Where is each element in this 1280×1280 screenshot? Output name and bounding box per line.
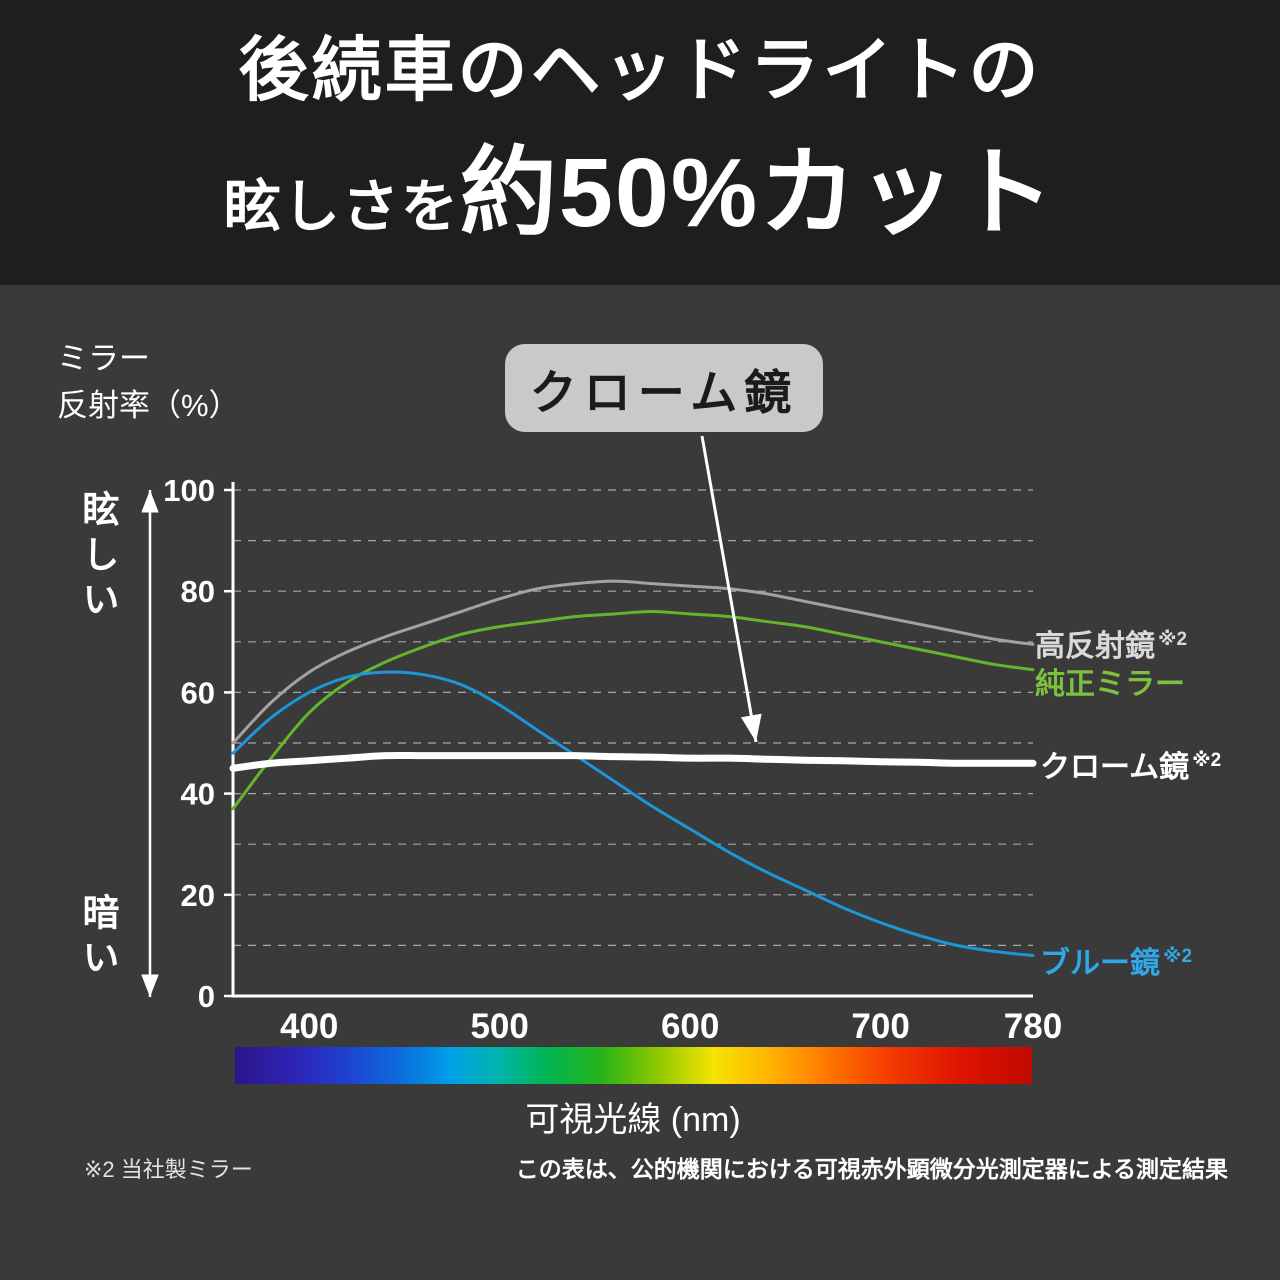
series-label-note: ※2 [1163,946,1193,967]
y-axis-title-line2: 反射率（%） [57,387,240,423]
y-axis-title: ミラー 反射率（%） [57,336,240,429]
series-label-blue-mirror: ブルー鏡 ※2 [1040,938,1192,982]
y-axis-title-line1: ミラー [57,341,150,376]
y-tick-label: 80 [181,574,215,609]
footnote-right: この表は、公的機関における可視赤外顕微分光測定器による測定結果 [515,1156,1228,1182]
y-tick-label: 0 [198,979,215,1014]
y-tick-label: 100 [163,473,215,508]
series-line-0 [231,579,1035,745]
series-label-oem-mirror: 純正ミラー [1035,659,1188,703]
series-label-text: ブルー鏡 [1040,947,1160,980]
y-tick-label: 60 [181,675,215,710]
series-label-text: クローム鏡 [1040,751,1190,784]
series-label-text: 純正ミラー [1035,668,1185,701]
series-label-high-reflection-mirror: 高反射鏡 ※2 [1035,621,1187,665]
series-label-text: 高反射鏡 [1035,630,1155,663]
x-tick-label: 700 [851,1007,909,1046]
x-tick-label: 600 [661,1007,719,1046]
y-tick-label: 40 [181,777,215,812]
header-banner: 後続車のヘッドライトの 眩しさを 約50%カット [0,0,1280,285]
callout-chrome-mirror: クローム鏡 [505,344,823,432]
scale-label-dark: 暗い [77,893,118,983]
y-tick-label: 20 [181,878,215,913]
series-line-2 [231,670,1035,958]
x-tick-label: 780 [1004,1007,1062,1046]
x-tick-label: 500 [470,1007,528,1046]
series-label-note: ※2 [1192,750,1222,771]
scale-label-glaring: 眩しい [77,490,118,625]
series-line-1 [231,609,1035,811]
series-label-chrome-mirror: クローム鏡 ※2 [1040,742,1221,786]
headline-line2-prefix: 眩しさを [223,174,460,239]
x-axis-label: 可視光線 (nm) [525,1101,741,1139]
headline-line2-emphasis: 約50%カット [459,137,1057,247]
series-line-3 [229,751,1037,772]
footnote-left: ※2 当社製ミラー [84,1157,253,1182]
series-label-note: ※2 [1158,629,1188,650]
x-tick-label: 400 [280,1007,338,1046]
visible-spectrum-bar [235,1047,1032,1084]
callout-arrow [700,435,762,743]
headline-line1: 後続車のヘッドライトの [238,30,1042,109]
headline-line2: 眩しさを 約50%カット [224,113,1056,254]
